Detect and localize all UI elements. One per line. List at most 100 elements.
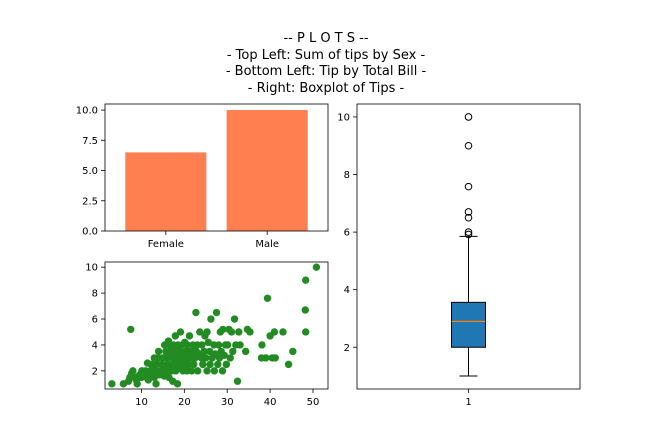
scatter-point (270, 328, 279, 336)
y-tick-label: 8 (92, 289, 98, 300)
y-tick-label: 6 (344, 228, 350, 239)
scatter-point (263, 294, 272, 302)
bar-chart-sum-of-tips-by-sex: Female Male 0.0 2.5 5.0 7.5 10.0 (76, 103, 329, 250)
scatter-point (173, 380, 182, 388)
y-tick-label: 2.5 (82, 196, 98, 207)
scatter-point (171, 332, 180, 340)
scatter-point (246, 328, 254, 336)
scatter-point (204, 338, 213, 347)
scatter-point (262, 354, 270, 362)
x-tick-label: 10 (135, 397, 148, 408)
scatter-point (284, 360, 293, 369)
outlier-point (464, 182, 473, 191)
scatter-point (108, 380, 116, 388)
scatter-point (199, 360, 207, 369)
y-tick-label: 2 (344, 343, 350, 354)
scatter-point (302, 328, 310, 336)
y-tick-label: 4 (344, 285, 350, 296)
scatter-point (312, 263, 321, 271)
scatter-point (229, 347, 237, 356)
scatter-point (200, 347, 208, 356)
scatter-point (190, 360, 198, 369)
scatter-point (214, 341, 223, 349)
axes-frame (356, 103, 581, 390)
scatter-point (301, 306, 309, 314)
scatter-point (203, 367, 211, 375)
scatter-point (183, 341, 192, 349)
scatter-point (205, 347, 214, 356)
scatter-point (258, 341, 266, 349)
scatter-point (203, 328, 211, 336)
boxplot-of-tips: 2 4 6 8 10 1 (337, 103, 581, 408)
y-tick-label: 8 (344, 170, 350, 181)
x-tick-label: Male (255, 239, 279, 250)
scatter-point (144, 376, 153, 384)
y-tick-label: 10.0 (76, 106, 98, 117)
scatter-point (210, 367, 219, 375)
scatter-point (153, 360, 161, 369)
y-tick-label: 10 (85, 263, 98, 274)
outlier-point (464, 230, 473, 239)
scatter-point (184, 360, 193, 369)
scatter-point (279, 328, 287, 336)
scatter-point (230, 315, 239, 323)
y-tick-label: 7.5 (82, 136, 98, 147)
scatter-point (185, 332, 194, 340)
figure-title-line-1: -- P L O T S -- (283, 31, 369, 46)
scatter-point (127, 325, 135, 334)
scatter-point (219, 325, 227, 334)
scatter-point (129, 367, 137, 375)
x-tick-label: 20 (178, 397, 191, 408)
box-iqr (451, 301, 486, 348)
outlier-point (464, 141, 473, 150)
scatter-point (192, 308, 200, 317)
figure-title-line-4: - Right: Boxplot of Tips - (247, 81, 405, 96)
scatter-point (154, 347, 163, 356)
scatter-point (289, 347, 297, 356)
axes-frame (104, 103, 329, 232)
scatter-point (223, 341, 232, 349)
figure-title-line-2: - Top Left: Sum of tips by Sex - (226, 48, 426, 63)
bar-male (226, 110, 308, 231)
y-tick-label: 5.0 (82, 166, 98, 177)
scatter-chart-tip-by-total-bill: 10 20 30 40 50 2 4 6 8 10 (85, 261, 329, 408)
scatter-point (196, 328, 204, 336)
scatter-point (271, 354, 279, 362)
scatter-point (207, 315, 215, 323)
bar-female (125, 152, 207, 231)
x-tick-label: 50 (307, 397, 320, 408)
figure-title-line-3: - Bottom Left: Tip by Total Bill - (225, 64, 427, 79)
scatter-point (227, 328, 236, 336)
axes-frame (104, 261, 329, 390)
scatter-point (222, 360, 231, 369)
scatter-point (220, 351, 228, 360)
outlier-point (464, 208, 473, 216)
scatter-point (235, 328, 243, 336)
scatter-point (193, 367, 202, 375)
scatter-point (241, 347, 250, 356)
scatter-point (202, 354, 210, 362)
y-tick-label: 0.0 (82, 227, 98, 238)
scatter-point (226, 354, 234, 362)
scatter-point (152, 380, 160, 388)
y-tick-label: 2 (92, 366, 98, 377)
y-tick-label: 10 (337, 112, 350, 123)
scatter-point (302, 276, 310, 284)
x-tick-label: 1 (465, 397, 471, 408)
y-tick-label: 4 (92, 340, 98, 351)
scatter-point (233, 377, 242, 385)
scatter-point (206, 360, 214, 369)
outlier-point (464, 113, 473, 121)
outlier-point (464, 228, 473, 236)
y-tick-label: 6 (92, 315, 98, 326)
scatter-point (218, 367, 227, 375)
scatter-point (236, 341, 244, 349)
outlier-point (464, 213, 473, 222)
scatter-point (214, 360, 222, 369)
scatter-point (176, 328, 185, 336)
x-tick-label: Female (148, 239, 184, 250)
scatter-point (133, 380, 141, 388)
scatter-point (198, 341, 206, 349)
scatter-point (187, 367, 196, 375)
